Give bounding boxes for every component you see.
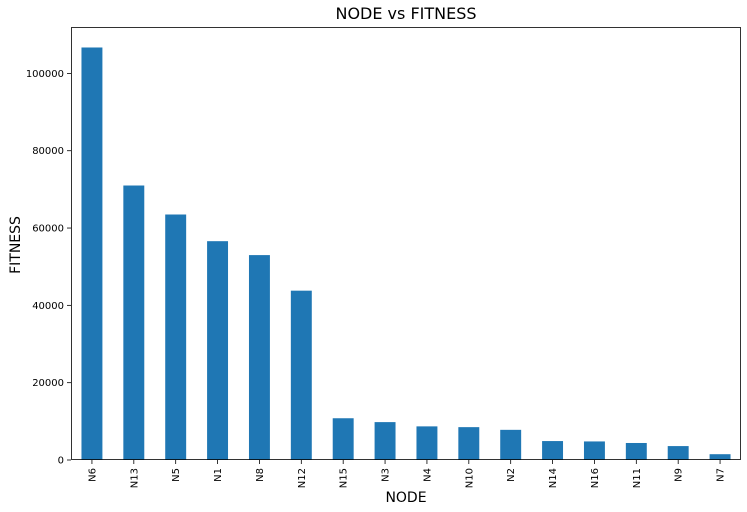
bar-n6	[81, 47, 103, 461]
chart-title: NODE vs FITNESS	[335, 4, 476, 23]
x-tick-label-n7: N7	[716, 468, 727, 482]
bar-n14	[542, 441, 564, 460]
y-tick-label: 0	[58, 456, 64, 467]
x-tick-label-n12: N12	[297, 468, 308, 488]
x-tick-label-n13: N13	[129, 468, 140, 488]
bar-n9	[667, 446, 689, 460]
bar-n5	[165, 214, 187, 460]
bar-n13	[123, 185, 145, 460]
x-tick-label-n5: N5	[171, 468, 182, 482]
x-tick-label-n4: N4	[422, 468, 433, 482]
x-tick-label-n9: N9	[674, 468, 685, 482]
x-axis-title: NODE	[385, 490, 426, 506]
x-tick-label-n6: N6	[87, 468, 98, 482]
x-tick-label-n16: N16	[590, 468, 601, 488]
x-tick-label-n14: N14	[548, 468, 559, 488]
bar-n16	[583, 441, 605, 460]
bar-n7	[709, 454, 731, 460]
plot-frame	[71, 27, 741, 460]
bar-n15	[332, 418, 354, 460]
y-tick-label: 80000	[32, 146, 64, 157]
x-tick-label-n3: N3	[381, 468, 392, 482]
y-tick-label: 20000	[32, 378, 64, 389]
y-axis-title: FITNESS	[8, 216, 24, 274]
y-tick-label: 100000	[26, 69, 64, 80]
bar-n4	[416, 426, 438, 460]
bar-n2	[500, 429, 522, 460]
x-tick-label-n1: N1	[213, 468, 224, 482]
x-tick-label-n11: N11	[632, 468, 643, 488]
x-tick-label-n8: N8	[255, 468, 266, 482]
y-tick-label: 40000	[32, 301, 64, 312]
plot-area: 0 20000 40000 60000 80000 100000 N6 N13 N5 N1 N8 N1…	[26, 27, 741, 488]
bar-n8	[248, 255, 270, 460]
y-tick-label: 60000	[32, 224, 64, 235]
bar-n1	[207, 241, 229, 460]
bar-n11	[625, 442, 647, 460]
bar-n3	[374, 422, 396, 460]
x-tick-label-n10: N10	[464, 468, 475, 488]
x-tick-label-n15: N15	[339, 468, 350, 488]
bar-n12	[290, 290, 312, 460]
x-tick-label-n2: N2	[506, 468, 517, 482]
bar-n10	[458, 427, 480, 460]
